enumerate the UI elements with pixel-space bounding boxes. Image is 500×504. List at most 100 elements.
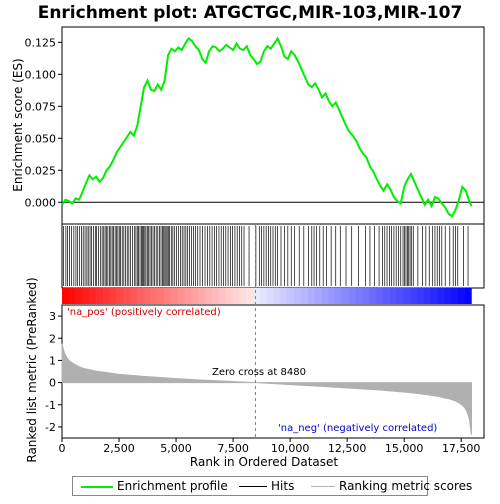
colorbar-segment xyxy=(348,288,356,304)
colorbar-segment xyxy=(157,288,165,304)
chart-legend: Enrichment profile Hits Ranking metric s… xyxy=(72,476,472,496)
colorbar-segment xyxy=(287,288,295,304)
colorbar-segment xyxy=(294,288,302,304)
rank-panel-frame xyxy=(61,304,485,439)
rank-y-axis: -2 -1 0 1 2 3 xyxy=(45,310,62,434)
colorbar-segment xyxy=(314,288,322,304)
legend-profile-label: Enrichment profile xyxy=(117,479,228,493)
rank-ytick-label: 1 xyxy=(49,354,56,367)
x-tick-label: 2,500 xyxy=(103,442,135,455)
colorbar-segment xyxy=(341,288,349,304)
legend-rank-swatch xyxy=(311,486,335,487)
colorbar-segment xyxy=(334,288,343,304)
colorbar-segment xyxy=(239,288,247,304)
colorbar-segment xyxy=(225,288,233,304)
colorbar-segment xyxy=(375,288,384,304)
colorbar-segment xyxy=(396,288,404,304)
colorbar-segment xyxy=(259,288,268,304)
es-ytick-label: 0.100 xyxy=(25,68,57,81)
colorbar-segment xyxy=(62,288,70,304)
colorbar-segment xyxy=(423,288,431,304)
colorbar-segment xyxy=(178,288,186,304)
colorbar-segment xyxy=(300,288,308,304)
colorbar-segment xyxy=(102,288,111,304)
x-axis: 0 2,500 5,000 7,500 10,000 12,500 15,000 17,500 xyxy=(59,438,481,455)
colorbar-segment xyxy=(212,288,220,304)
colorbar-segment xyxy=(164,288,172,304)
rank-ytick-label: 3 xyxy=(49,310,56,323)
colorbar-segment xyxy=(403,288,411,304)
colorbar-segment xyxy=(75,288,83,304)
chart-title: Enrichment plot: ATGCTGC,MIR-103,MIR-107 xyxy=(38,3,463,23)
colorbar-segment xyxy=(89,288,97,304)
zero-cross-label: Zero cross at 8480 xyxy=(212,367,306,378)
hits-marks xyxy=(63,226,469,286)
colorbar-segment xyxy=(143,288,152,304)
colorbar-segment xyxy=(273,288,281,304)
rank-colorbar xyxy=(62,288,472,304)
es-panel-frame xyxy=(61,26,485,225)
colorbar-segment xyxy=(457,288,465,304)
colorbar-segment xyxy=(96,288,104,304)
enrichment-profile-line xyxy=(61,36,473,218)
es-y-axis: 0.000 0.025 0.050 0.075 0.100 0.125 xyxy=(25,36,62,209)
x-tick-label: 7,500 xyxy=(217,442,249,455)
colorbar-segment xyxy=(253,288,261,304)
colorbar-segment xyxy=(191,288,199,304)
colorbar-segment xyxy=(410,288,418,304)
x-axis-label: Rank in Ordered Dataset xyxy=(190,455,338,469)
colorbar-segment xyxy=(464,288,472,304)
colorbar-segment xyxy=(307,288,315,304)
colorbar-segment xyxy=(68,288,76,304)
colorbar-segment xyxy=(362,288,370,304)
rank-ytick-label: -2 xyxy=(45,421,56,434)
colorbar-segment xyxy=(430,288,438,304)
rank-ytick-label: 0 xyxy=(49,377,56,390)
colorbar-segment xyxy=(205,288,213,304)
x-tick-label: 15,000 xyxy=(385,442,424,455)
es-ytick-label: 0.125 xyxy=(25,36,57,49)
colorbar-segment xyxy=(184,288,192,304)
es-ytick-label: 0.000 xyxy=(25,196,57,209)
colorbar-segment xyxy=(130,288,138,304)
colorbar-segment xyxy=(171,288,179,304)
colorbar-segment xyxy=(109,288,117,304)
colorbar-segment xyxy=(150,288,158,304)
colorbar-segment xyxy=(382,288,390,304)
x-tick-label: 5,000 xyxy=(160,442,192,455)
x-tick-label: 17,500 xyxy=(442,442,481,455)
colorbar-segment xyxy=(137,288,145,304)
colorbar-segment xyxy=(369,288,377,304)
legend-rank-label: Ranking metric scores xyxy=(339,479,473,493)
rank-ylabel: Ranked list metric (PreRanked) xyxy=(25,277,39,462)
colorbar-segment xyxy=(416,288,424,304)
colorbar-segment xyxy=(123,288,131,304)
legend-hits-swatch xyxy=(239,486,267,487)
rank-ytick-label: -1 xyxy=(45,399,56,412)
legend-hits-label: Hits xyxy=(271,479,295,493)
colorbar-segment xyxy=(389,288,397,304)
colorbar-segment xyxy=(355,288,363,304)
positive-correlation-label: 'na_pos' (positively correlated) xyxy=(67,307,221,318)
colorbar-segment xyxy=(450,288,459,304)
rank-ytick-label: 2 xyxy=(49,332,56,345)
colorbar-segment xyxy=(266,288,274,304)
colorbar-segment xyxy=(82,288,90,304)
es-ylabel: Enrichment score (ES) xyxy=(11,58,25,191)
es-ytick-label: 0.025 xyxy=(25,164,57,177)
es-ytick-label: 0.050 xyxy=(25,132,57,145)
colorbar-segment xyxy=(444,288,452,304)
colorbar-segment xyxy=(280,288,288,304)
x-tick-label: 10,000 xyxy=(271,442,310,455)
colorbar-segment xyxy=(198,288,206,304)
colorbar-segment xyxy=(232,288,240,304)
colorbar-segment xyxy=(246,288,254,304)
negative-correlation-label: 'na_neg' (negatively correlated) xyxy=(278,423,437,434)
legend-profile-swatch xyxy=(81,486,113,488)
x-tick-label: 12,500 xyxy=(328,442,367,455)
es-ytick-label: 0.075 xyxy=(25,100,57,113)
colorbar-segment xyxy=(218,288,227,304)
x-tick-label: 0 xyxy=(59,442,66,455)
